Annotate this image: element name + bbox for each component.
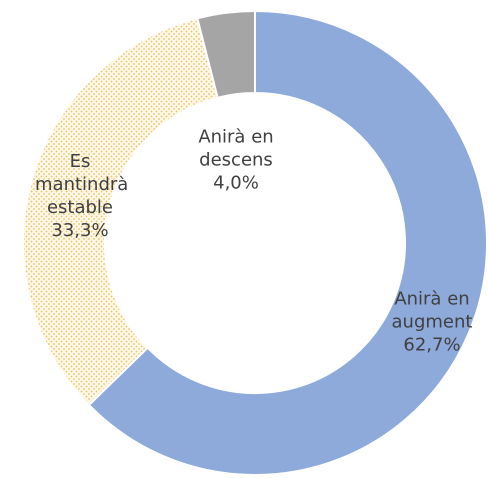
donut-segment <box>87 9 488 476</box>
data-label: Es mantindrà estable 33,3% <box>35 150 129 242</box>
value-label: 62,7% <box>403 334 461 356</box>
value-label: 4,0% <box>213 172 259 194</box>
donut-segment <box>22 17 219 407</box>
category-label: Anirà en augment <box>391 288 473 333</box>
value-label: 33,3% <box>51 220 109 241</box>
category-label: Es mantindrà estable <box>35 151 129 218</box>
data-label: Anirà en augment 62,7% <box>382 288 482 357</box>
donut-segment <box>196 9 256 99</box>
data-label: Anirà en descens 4,0% <box>181 126 291 195</box>
category-label: Anirà en descens <box>198 126 274 171</box>
